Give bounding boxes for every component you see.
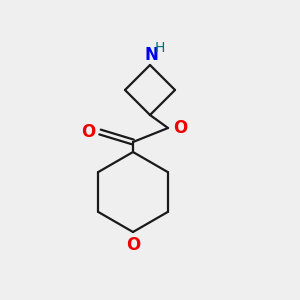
Text: O: O xyxy=(173,119,187,137)
Text: O: O xyxy=(81,123,95,141)
Text: O: O xyxy=(126,236,140,254)
Text: N: N xyxy=(144,46,158,64)
Text: H: H xyxy=(155,41,165,55)
